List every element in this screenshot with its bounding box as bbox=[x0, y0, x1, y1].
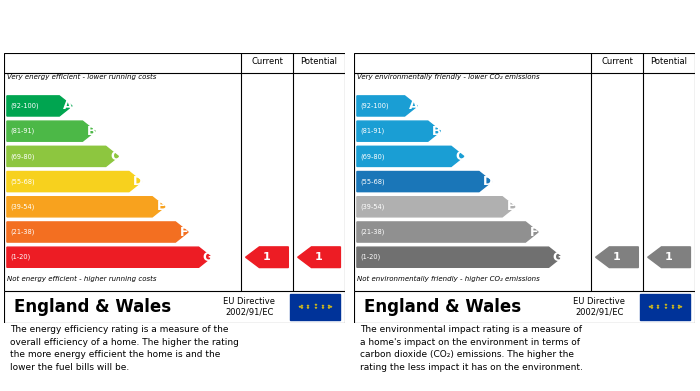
FancyArrow shape bbox=[357, 197, 515, 217]
Text: D: D bbox=[133, 175, 143, 188]
Text: ★: ★ bbox=[321, 304, 325, 308]
Text: ★: ★ bbox=[305, 304, 309, 308]
Text: (1-20): (1-20) bbox=[360, 254, 381, 260]
Text: (39-54): (39-54) bbox=[360, 204, 385, 210]
Text: ★: ★ bbox=[664, 303, 667, 307]
FancyArrow shape bbox=[357, 146, 464, 167]
Text: F: F bbox=[180, 226, 188, 239]
FancyArrow shape bbox=[357, 121, 440, 141]
FancyArrow shape bbox=[7, 197, 165, 217]
Text: Potential: Potential bbox=[650, 57, 687, 66]
FancyArrow shape bbox=[7, 222, 188, 242]
Text: ★: ★ bbox=[314, 303, 317, 307]
Text: ★: ★ bbox=[300, 304, 303, 308]
Text: ★: ★ bbox=[305, 306, 309, 310]
Text: (92-100): (92-100) bbox=[360, 103, 389, 109]
FancyArrow shape bbox=[357, 172, 491, 192]
Text: (69-80): (69-80) bbox=[360, 153, 385, 160]
Text: England & Wales: England & Wales bbox=[14, 298, 171, 316]
FancyArrow shape bbox=[7, 146, 118, 167]
Text: Not environmentally friendly - higher CO₂ emissions: Not environmentally friendly - higher CO… bbox=[357, 276, 540, 282]
Text: F: F bbox=[530, 226, 538, 239]
Text: ★: ★ bbox=[650, 306, 653, 310]
Text: (81-91): (81-91) bbox=[360, 128, 384, 135]
Text: (81-91): (81-91) bbox=[10, 128, 34, 135]
Text: ★: ★ bbox=[671, 304, 675, 308]
Text: ★: ★ bbox=[679, 305, 683, 309]
Text: ★: ★ bbox=[314, 307, 317, 310]
Text: ★: ★ bbox=[298, 305, 301, 309]
Text: Not energy efficient - higher running costs: Not energy efficient - higher running co… bbox=[7, 276, 156, 282]
Text: Current: Current bbox=[251, 57, 283, 66]
Text: E: E bbox=[507, 200, 515, 213]
Text: D: D bbox=[483, 175, 493, 188]
FancyArrow shape bbox=[357, 222, 538, 242]
Text: ★: ★ bbox=[329, 305, 333, 309]
Text: The energy efficiency rating is a measure of the
overall efficiency of a home. T: The energy efficiency rating is a measur… bbox=[10, 325, 239, 372]
Text: B: B bbox=[432, 125, 442, 138]
Text: EU Directive
2002/91/EC: EU Directive 2002/91/EC bbox=[223, 297, 276, 317]
Text: (92-100): (92-100) bbox=[10, 103, 39, 109]
FancyArrow shape bbox=[357, 247, 561, 267]
Text: (39-54): (39-54) bbox=[10, 204, 35, 210]
FancyArrow shape bbox=[7, 172, 141, 192]
Text: ★: ★ bbox=[327, 304, 331, 308]
Text: 1: 1 bbox=[665, 252, 673, 262]
Text: C: C bbox=[110, 150, 119, 163]
Text: A: A bbox=[409, 99, 419, 113]
Text: ★: ★ bbox=[655, 304, 659, 308]
Text: Very environmentally friendly - lower CO₂ emissions: Very environmentally friendly - lower CO… bbox=[357, 74, 540, 81]
Text: ★: ★ bbox=[677, 304, 681, 308]
FancyArrow shape bbox=[7, 96, 72, 116]
Text: The environmental impact rating is a measure of
a home's impact on the environme: The environmental impact rating is a mea… bbox=[360, 325, 583, 372]
Text: ★: ★ bbox=[677, 306, 681, 310]
Text: Energy Efficiency Rating: Energy Efficiency Rating bbox=[12, 27, 174, 40]
Text: England & Wales: England & Wales bbox=[364, 298, 521, 316]
Text: ★: ★ bbox=[321, 306, 325, 310]
Bar bbox=[640, 294, 690, 320]
Text: ★: ★ bbox=[671, 306, 675, 310]
FancyArrow shape bbox=[357, 96, 417, 116]
Text: ★: ★ bbox=[664, 307, 667, 310]
Text: B: B bbox=[87, 125, 96, 138]
Text: (21-38): (21-38) bbox=[10, 229, 35, 235]
FancyArrow shape bbox=[298, 247, 340, 267]
Text: Potential: Potential bbox=[300, 57, 337, 66]
Text: Current: Current bbox=[601, 57, 633, 66]
Text: ★: ★ bbox=[648, 305, 651, 309]
Text: ★: ★ bbox=[327, 306, 331, 310]
Text: G: G bbox=[202, 251, 213, 264]
Text: ★: ★ bbox=[300, 306, 303, 310]
FancyArrow shape bbox=[648, 247, 690, 267]
Text: E: E bbox=[157, 200, 165, 213]
Text: (55-68): (55-68) bbox=[10, 178, 35, 185]
Text: 1: 1 bbox=[315, 252, 323, 262]
Text: (55-68): (55-68) bbox=[360, 178, 385, 185]
Text: G: G bbox=[552, 251, 563, 264]
Text: Very energy efficient - lower running costs: Very energy efficient - lower running co… bbox=[7, 74, 156, 81]
Text: 1: 1 bbox=[263, 252, 271, 262]
Text: (69-80): (69-80) bbox=[10, 153, 35, 160]
Text: ★: ★ bbox=[650, 304, 653, 308]
Text: ★: ★ bbox=[655, 306, 659, 310]
Text: (21-38): (21-38) bbox=[360, 229, 385, 235]
FancyArrow shape bbox=[596, 247, 638, 267]
Text: EU Directive
2002/91/EC: EU Directive 2002/91/EC bbox=[573, 297, 626, 317]
FancyArrow shape bbox=[7, 121, 95, 141]
FancyArrow shape bbox=[246, 247, 288, 267]
Bar bbox=[290, 294, 340, 320]
Text: Environmental Impact (CO₂) Rating: Environmental Impact (CO₂) Rating bbox=[362, 27, 594, 40]
Text: A: A bbox=[64, 99, 73, 113]
FancyArrow shape bbox=[7, 247, 211, 267]
Text: (1-20): (1-20) bbox=[10, 254, 31, 260]
Text: 1: 1 bbox=[613, 252, 621, 262]
Text: C: C bbox=[456, 150, 465, 163]
